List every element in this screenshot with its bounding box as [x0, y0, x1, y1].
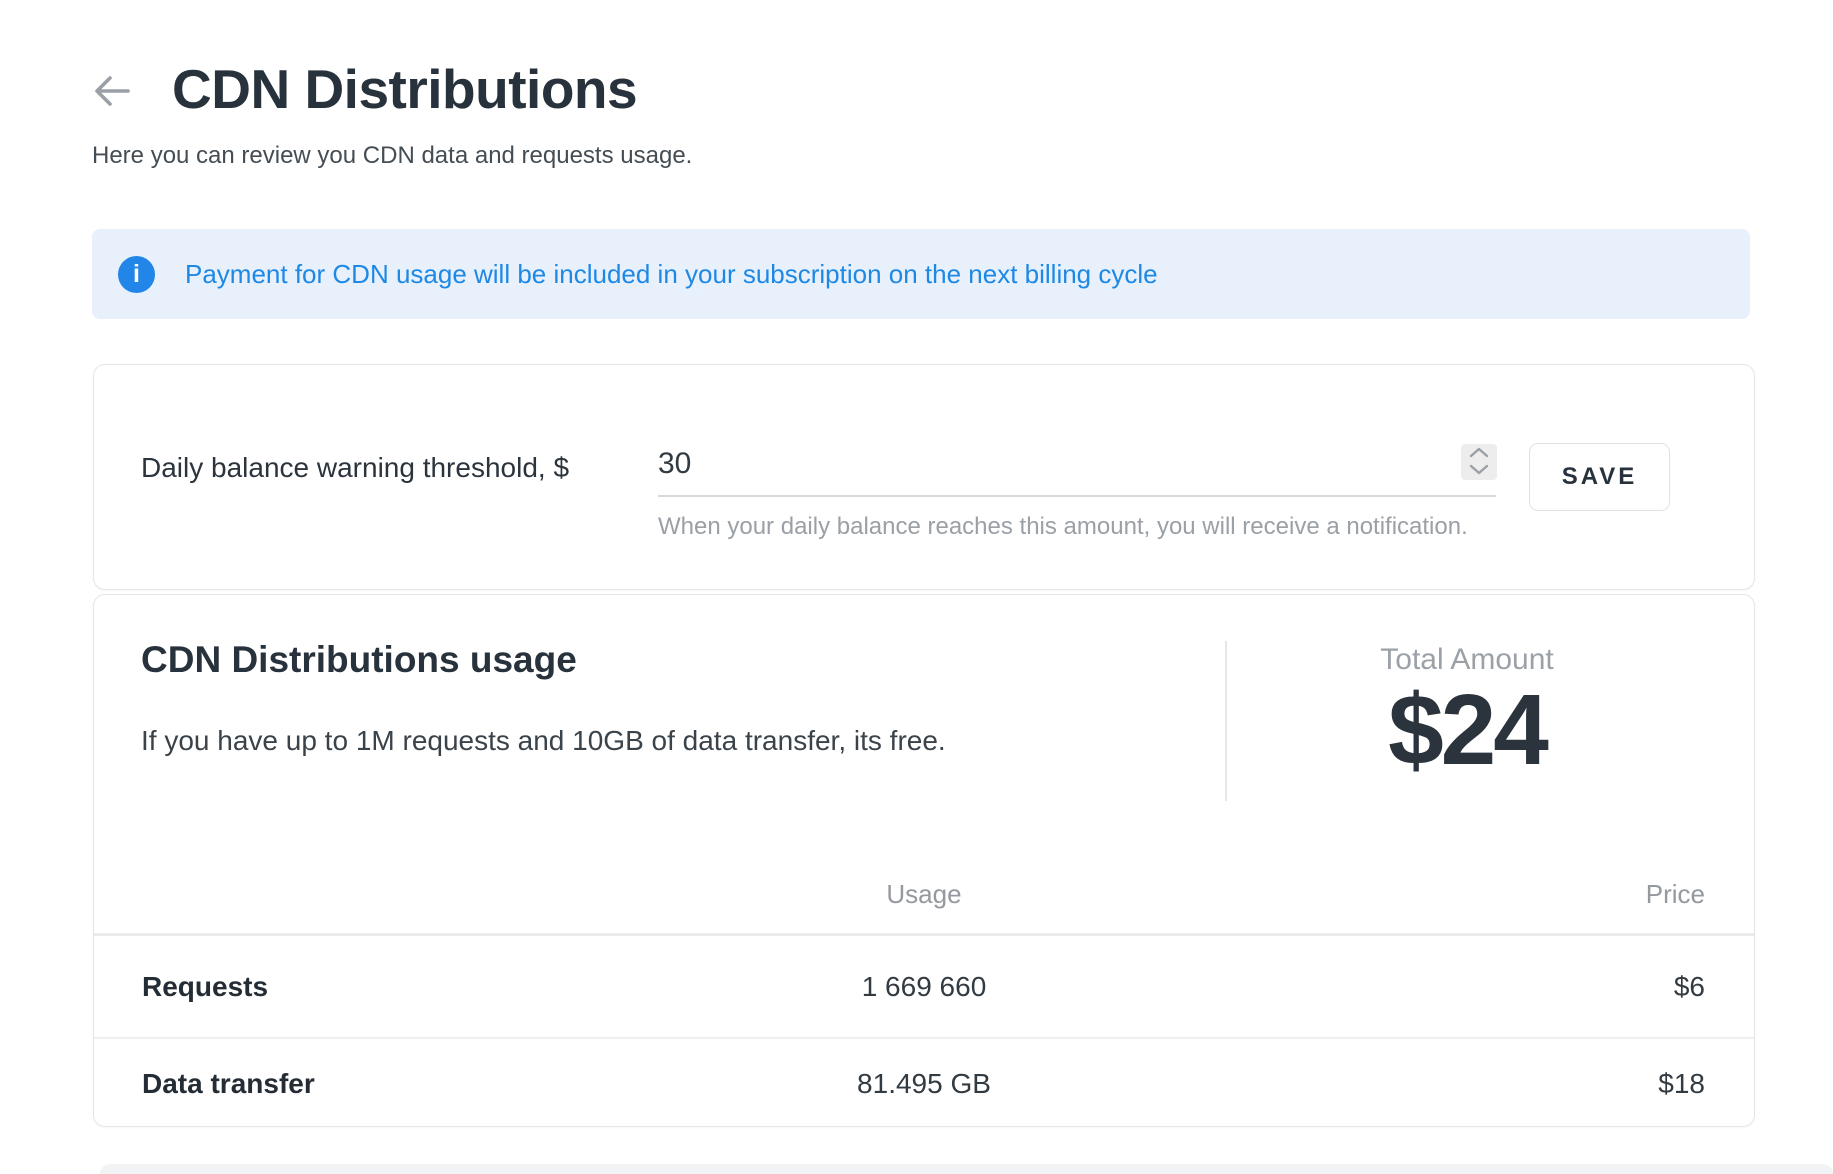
next-section-edge: [100, 1164, 1833, 1174]
table-row-requests: Requests 1 669 660 $6: [94, 936, 1754, 1039]
threshold-card: Daily balance warning threshold, $ SAVE …: [93, 364, 1755, 590]
total-amount-value: $24: [1388, 674, 1549, 786]
row-usage-value: 1 669 660: [861, 970, 987, 1002]
threshold-input-underline: [658, 433, 1496, 497]
chevron-up-icon: [1469, 446, 1489, 461]
info-banner: i Payment for CDN usage will be included…: [92, 229, 1750, 319]
table-row-data-transfer: Data transfer 81.495 GB $18: [94, 1039, 1754, 1129]
total-amount-block: Total Amount $24: [1247, 643, 1687, 781]
arrow-left-icon: [90, 71, 134, 114]
usage-table-header-row: Usage Price: [94, 856, 1754, 936]
page-subtitle: Here you can review you CDN data and req…: [92, 142, 693, 169]
info-icon: i: [118, 255, 155, 293]
threshold-number-stepper[interactable]: [1461, 444, 1497, 480]
header-cell-usage: Usage: [886, 879, 962, 909]
page-title: CDN Distributions: [172, 58, 638, 120]
row-price-value: $6: [1673, 970, 1705, 1002]
total-amount-label: Total Amount: [1380, 643, 1554, 676]
vertical-divider: [1225, 641, 1227, 801]
usage-table: Usage Price Requests 1 669 660 $6 Data t…: [94, 856, 1754, 1129]
usage-card-description: If you have up to 1M requests and 10GB o…: [141, 725, 946, 756]
row-usage-value: 81.495 GB: [857, 1068, 991, 1099]
usage-card-title: CDN Distributions usage: [141, 639, 577, 680]
header-cell-price: Price: [1645, 879, 1705, 909]
threshold-input[interactable]: [658, 433, 1496, 495]
threshold-helper-text: When your daily balance reaches this amo…: [658, 513, 1468, 540]
usage-card: CDN Distributions usage If you have up t…: [93, 594, 1755, 1127]
chevron-down-icon: [1469, 463, 1489, 478]
threshold-label: Daily balance warning threshold, $: [141, 452, 570, 483]
row-price-value: $18: [1658, 1068, 1705, 1099]
info-banner-text: Payment for CDN usage will be included i…: [185, 258, 1158, 289]
save-button[interactable]: SAVE: [1529, 443, 1670, 511]
row-label: Requests: [142, 970, 269, 1002]
back-button[interactable]: [88, 70, 136, 114]
row-label: Data transfer: [142, 1068, 315, 1099]
